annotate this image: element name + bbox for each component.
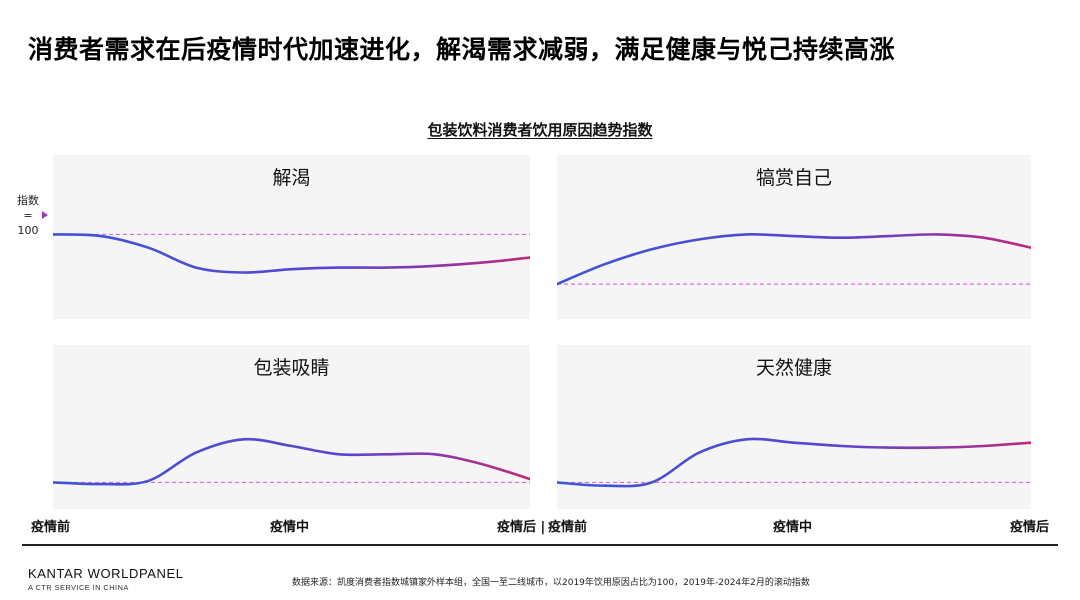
panel-title: 包装吸睛 xyxy=(253,357,330,379)
brand-subtitle: A CTR SERVICE IN CHINA xyxy=(28,583,129,592)
footer-divider xyxy=(22,544,1058,546)
x-label-left-before: 疫情前 xyxy=(31,520,71,535)
series-line xyxy=(53,437,530,486)
panel-quench-thirst: 解渴 xyxy=(53,155,530,319)
x-label-left-after: 疫情后 | xyxy=(497,520,546,535)
index-label-line1: 指数 xyxy=(17,194,39,207)
panel-eye-catching-packaging: 包装吸睛 xyxy=(53,345,530,509)
page-title: 消费者需求在后疫情时代加速进化，解渴需求减弱，满足健康与悦己持续高涨 xyxy=(28,35,896,64)
x-label-right-after: 疫情后 xyxy=(1010,520,1050,535)
panel-title: 犒赏自己 xyxy=(755,167,832,189)
x-label-right-during: 疫情中 xyxy=(773,520,813,535)
line-chart-quench-thirst xyxy=(53,233,530,274)
index-reference-label: 指数 = 100 xyxy=(10,193,46,238)
line-chart-self-reward xyxy=(557,233,1031,286)
chart-title: 包装饮料消费者饮用原因趋势指数 xyxy=(0,119,1080,140)
chart-title-text: 包装饮料消费者饮用原因趋势指数 xyxy=(427,121,653,139)
series-line xyxy=(557,437,1031,488)
line-chart-eye-catching-packaging xyxy=(53,437,530,486)
panel-title: 天然健康 xyxy=(755,357,832,379)
brand-logo-text: KANTAR WORLDPANEL xyxy=(28,566,184,581)
index-label-line2: = xyxy=(23,209,33,222)
series-line xyxy=(53,233,530,274)
source-note: 数据来源：凯度消费者指数城镇家外样本组，全国一至二线城市，以2019年饮用原因占… xyxy=(292,578,810,588)
panel-title: 解渴 xyxy=(272,167,311,189)
index-arrow-icon xyxy=(42,211,48,219)
panel-self-reward: 犒赏自己 xyxy=(557,155,1031,319)
x-label-right-before: 疫情前 xyxy=(548,520,588,535)
panel-natural-health: 天然健康 xyxy=(557,345,1031,509)
series-line xyxy=(557,233,1031,286)
line-chart-natural-health xyxy=(557,437,1031,488)
x-label-left-during: 疫情中 xyxy=(270,520,310,535)
index-label-line3: 100 xyxy=(17,224,39,237)
